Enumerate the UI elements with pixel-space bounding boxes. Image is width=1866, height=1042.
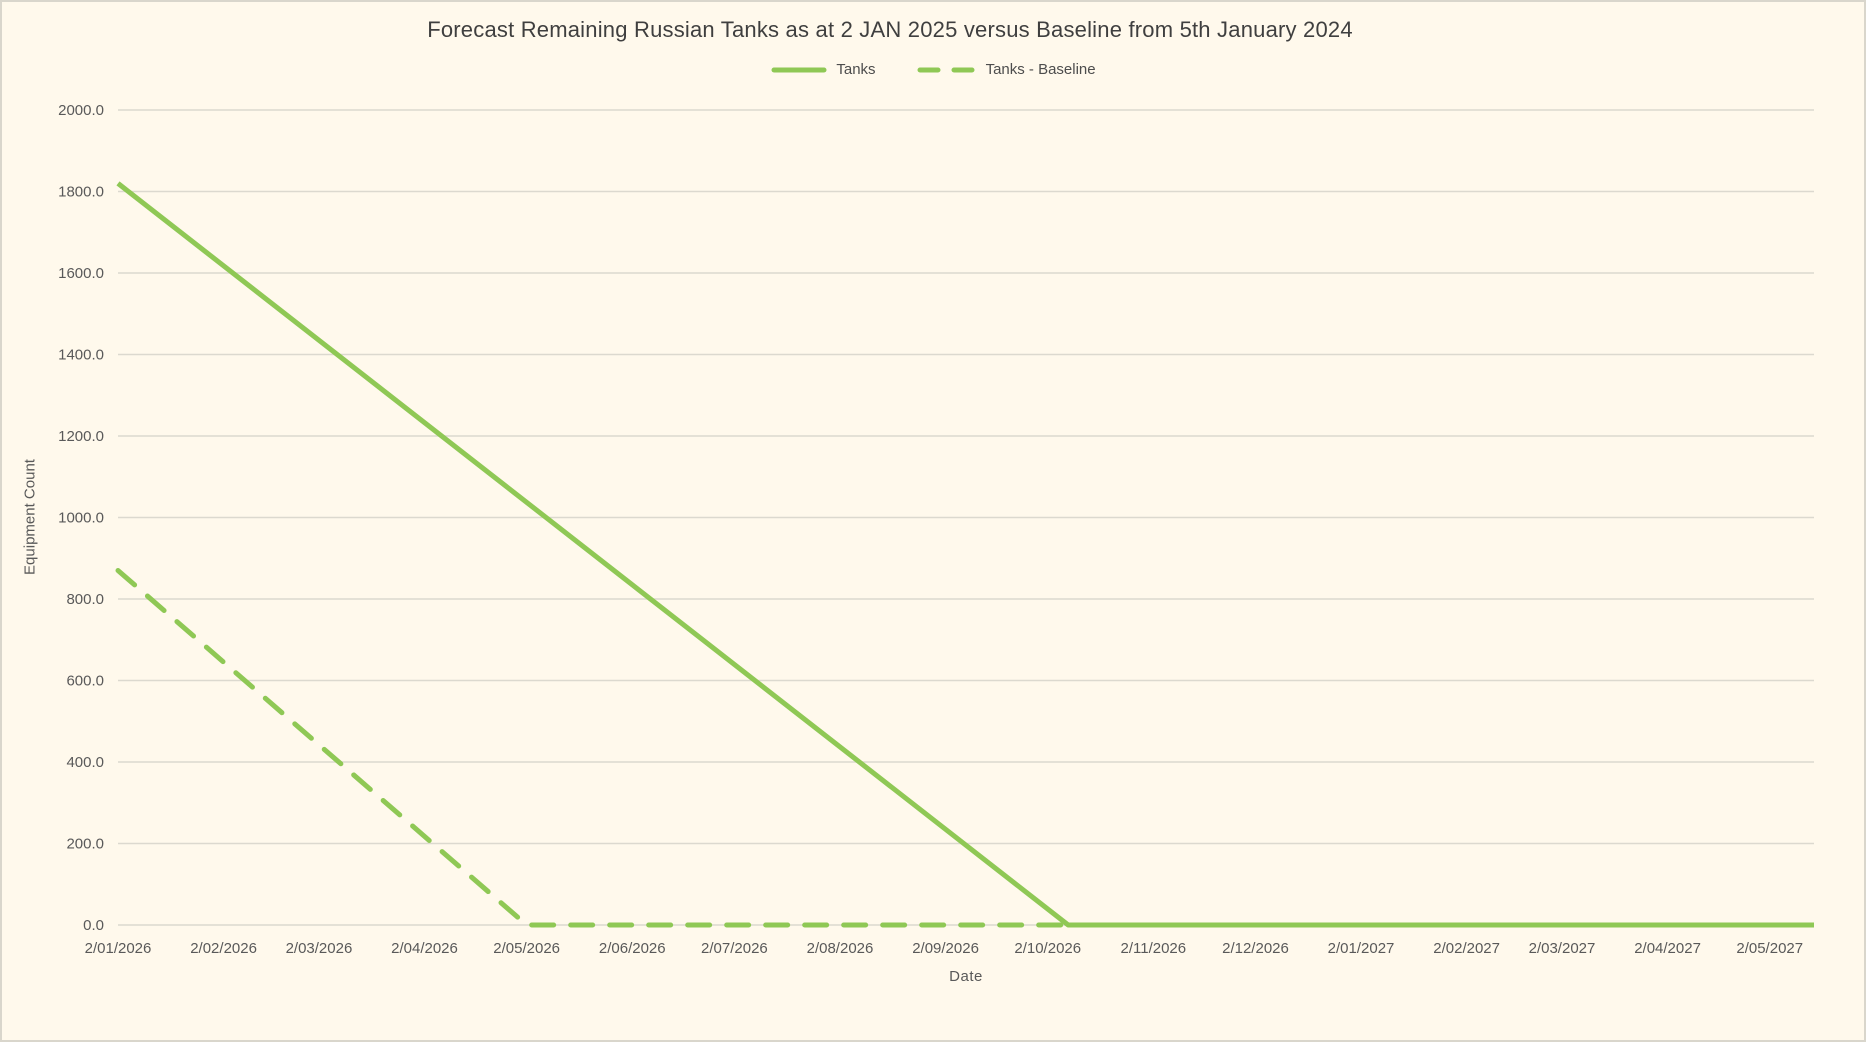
y-tick-label: 400.0	[66, 754, 104, 771]
solid-line-swatch-icon	[771, 67, 827, 72]
y-tick-label: 1800.0	[58, 184, 104, 201]
series-line-tanks-baseline	[115, 568, 1817, 928]
x-tick-label: 2/03/2026	[286, 940, 353, 957]
y-tick-label: 200.0	[66, 836, 104, 853]
y-tick-label: 800.0	[66, 591, 104, 608]
x-tick-label: 2/10/2026	[1014, 940, 1081, 957]
x-tick-label: 2/08/2026	[807, 940, 874, 957]
legend-item-tanks: Tanks	[770, 61, 876, 78]
y-tick-label: 1000.0	[58, 510, 104, 527]
x-tick-label: 2/04/2026	[391, 940, 458, 957]
y-tick-label: 1400.0	[58, 347, 104, 364]
y-tick-label: 1200.0	[58, 428, 104, 445]
x-axis-title: Date	[949, 968, 983, 985]
chart-title: Forecast Remaining Russian Tanks as at 2…	[427, 17, 1353, 42]
chart-legend: Tanks Tanks - Baseline	[0, 61, 1866, 78]
y-axis-title: Equipment Count	[21, 459, 39, 575]
x-tick-label: 2/02/2026	[190, 940, 257, 957]
y-tick-label: 0.0	[83, 917, 104, 934]
x-tick-label: 2/09/2026	[912, 940, 979, 957]
x-tick-label: 2/05/2026	[493, 940, 560, 957]
legend-label-tanks-baseline: Tanks - Baseline	[985, 61, 1096, 78]
series-line-tanks	[116, 181, 1814, 928]
x-tick-label: 2/12/2026	[1222, 940, 1289, 957]
y-tick-label: 2000.0	[58, 102, 104, 119]
y-tick-label: 600.0	[66, 673, 104, 690]
x-tick-label: 2/07/2026	[701, 940, 768, 957]
x-tick-label: 2/01/2027	[1328, 940, 1395, 957]
dashed-line-swatch-icon	[917, 67, 977, 72]
x-tick-label: 2/01/2026	[85, 940, 152, 957]
legend-item-tanks-baseline: Tanks - Baseline	[916, 61, 1096, 78]
x-tick-label: 2/05/2027	[1736, 940, 1803, 957]
x-tick-label: 2/02/2027	[1433, 940, 1500, 957]
x-tick-label: 2/06/2026	[599, 940, 666, 957]
x-tick-label: 2/03/2027	[1529, 940, 1596, 957]
legend-label-tanks: Tanks	[836, 61, 876, 78]
x-tick-label: 2/11/2026	[1120, 940, 1186, 957]
y-tick-label: 1600.0	[58, 265, 104, 282]
x-tick-label: 2/04/2027	[1634, 940, 1701, 957]
